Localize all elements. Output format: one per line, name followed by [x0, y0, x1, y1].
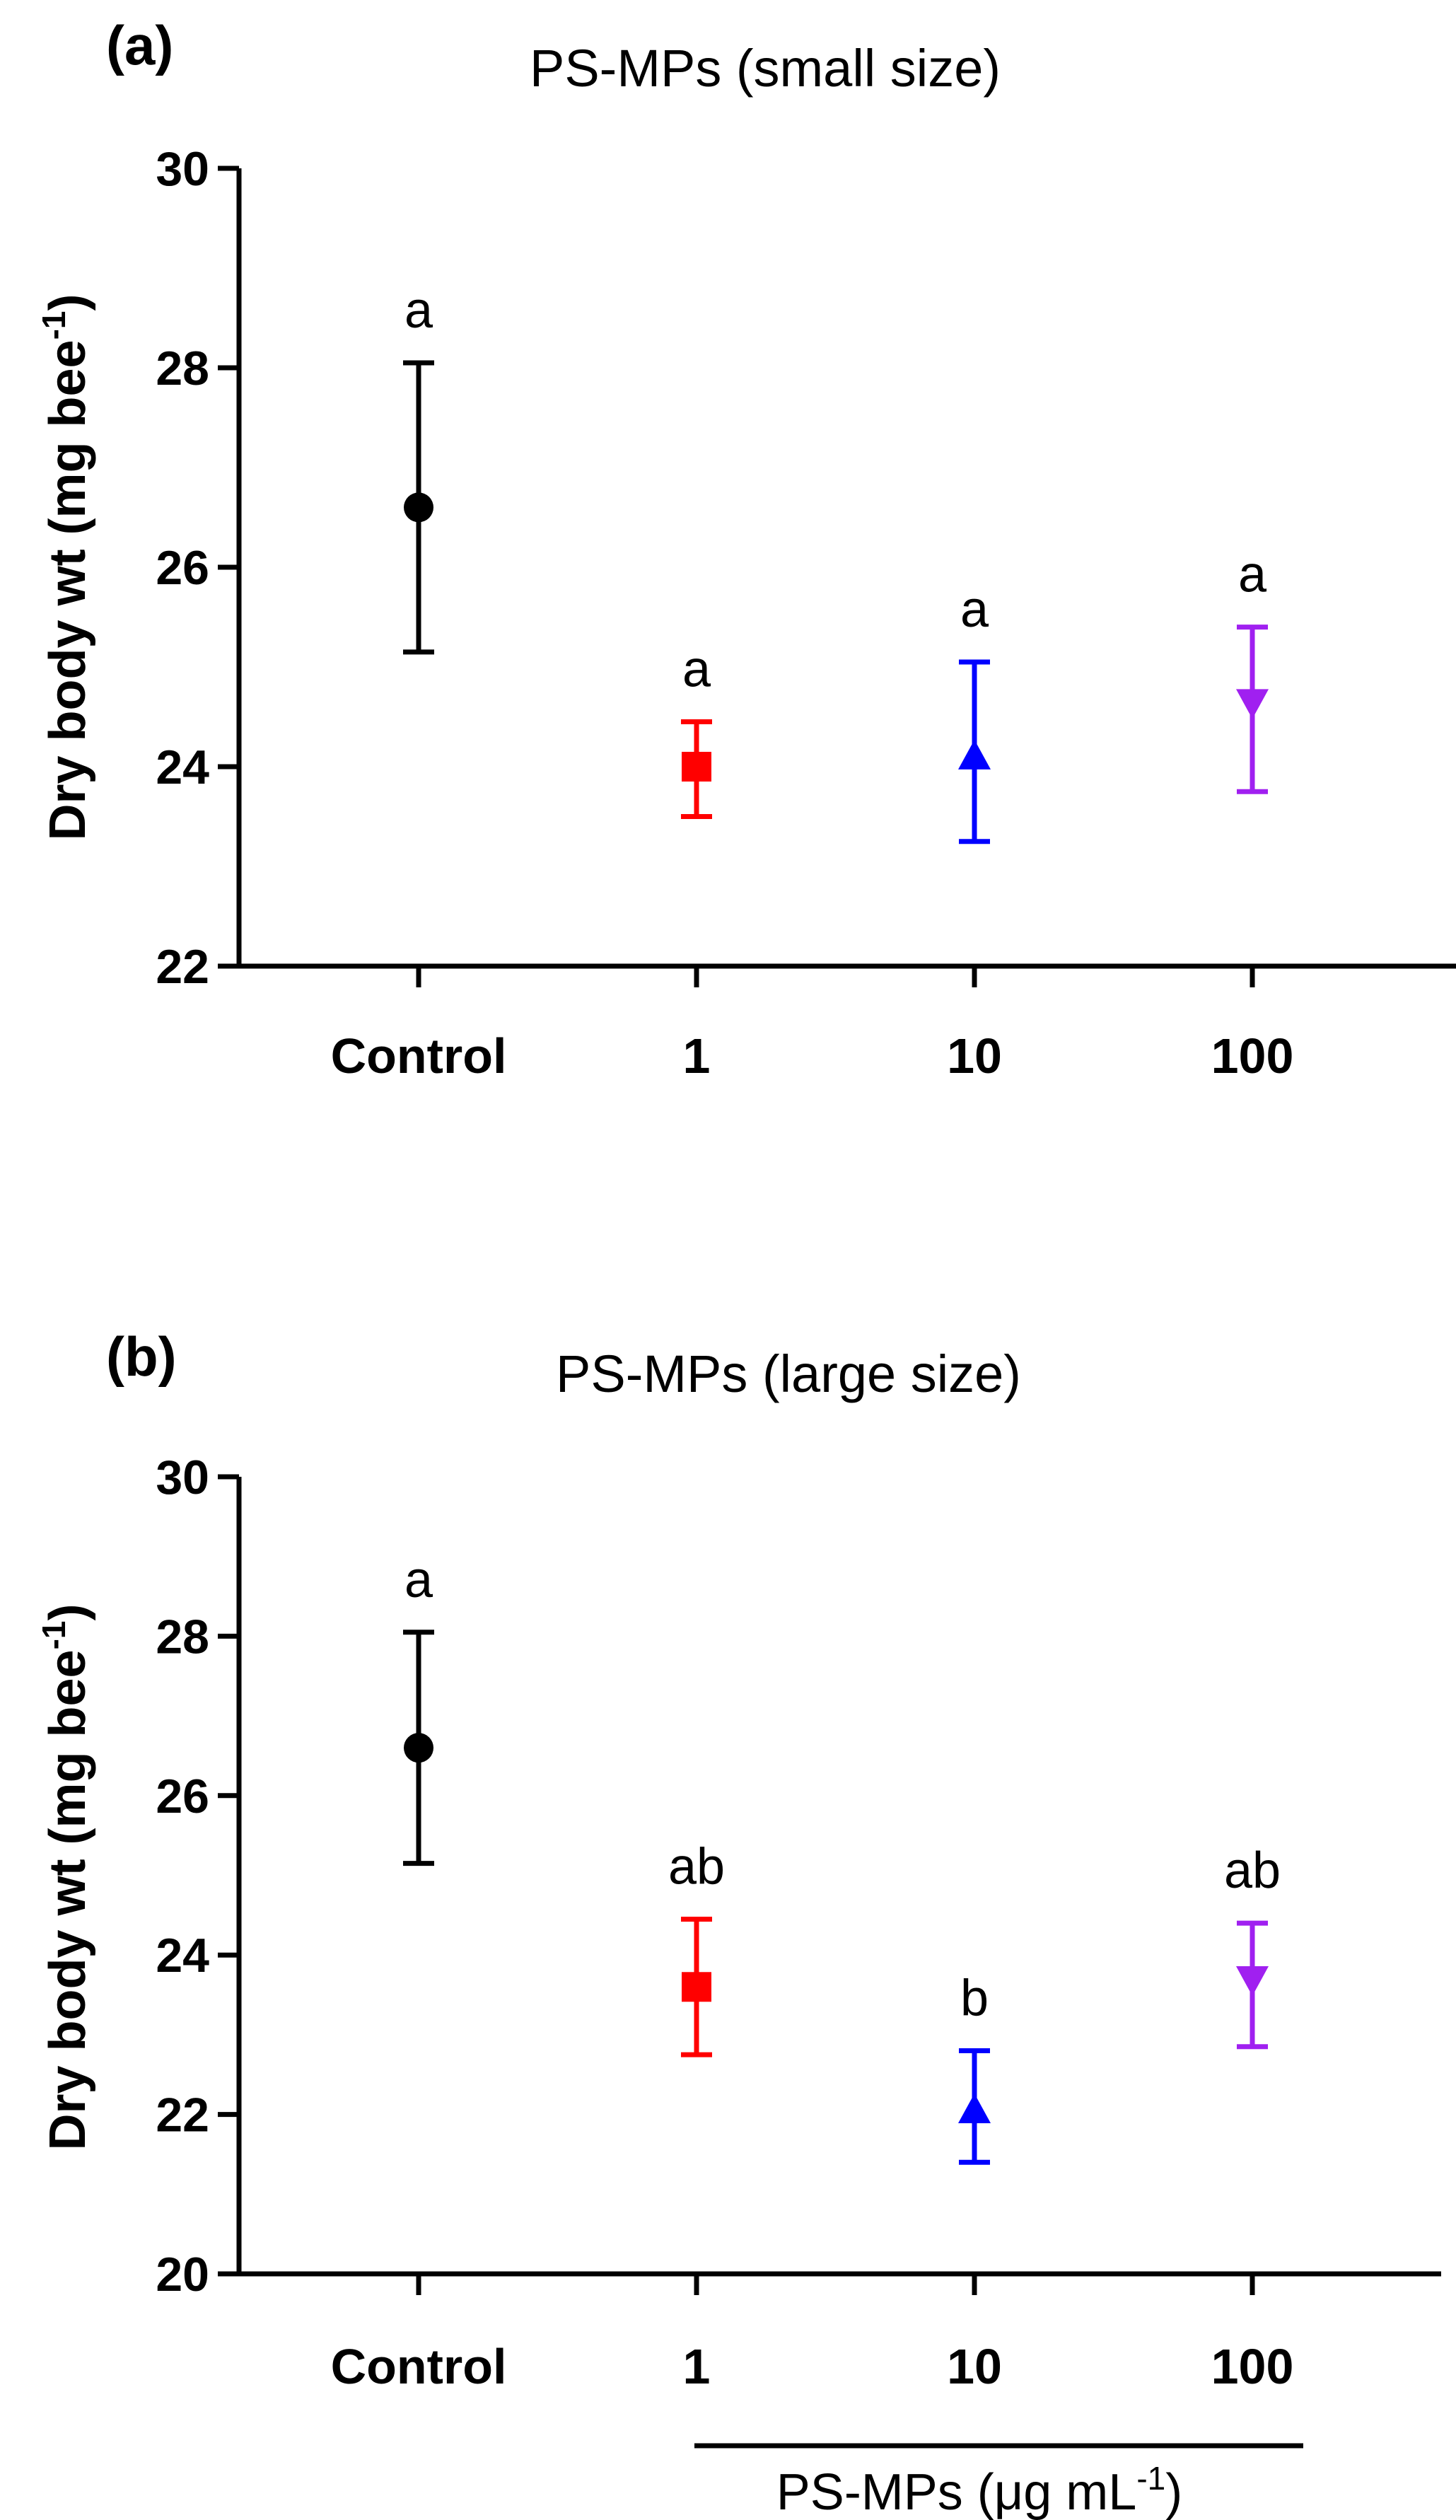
group-label-text: PS-MPs (μg mL	[776, 2464, 1137, 2520]
data-point-triangle-down	[1236, 1966, 1269, 1997]
significance-letter: ab	[1224, 1842, 1281, 1899]
y-tick-label: 28	[156, 342, 209, 395]
y-axis-label-text: Dry body wt (mg bee	[40, 339, 96, 840]
significance-letter: b	[960, 1970, 989, 2026]
x-tick-label: 1	[683, 1028, 711, 1084]
y-axis-label: Dry body wt (mg bee-1)	[35, 294, 96, 841]
panel-b: (b) PS-MPs (large size) 20 22 24 26 28 30 Dry bo…	[35, 1325, 1441, 2520]
y-tick-label: 28	[156, 1610, 209, 1663]
x-tick-label: 1	[683, 2339, 711, 2394]
y-axis-label-superscript: -1	[35, 1620, 72, 1649]
chart-title: PS-MPs (small size)	[530, 39, 1001, 98]
data-point-circle	[404, 492, 433, 523]
panel-a: (a) PS-MPs (small size) 22 24 26 28 30 Dry body…	[35, 14, 1456, 1084]
y-tick-label: 30	[156, 142, 209, 196]
x-tick-label: 100	[1211, 2339, 1294, 2394]
data-point-circle	[404, 1733, 433, 1763]
y-axis-label-superscript: -1	[35, 310, 72, 339]
group-label-close: )	[1165, 2464, 1182, 2520]
data-point-triangle-up	[958, 2093, 991, 2123]
y-tick-label: 30	[156, 1451, 209, 1504]
significance-letter: a	[1238, 547, 1267, 603]
y-axis-label-text: Dry body wt (mg bee	[40, 1649, 96, 2150]
y-tick-label: 20	[156, 2248, 209, 2301]
y-tick-label: 26	[156, 1770, 209, 1823]
x-tick-label: 10	[947, 2339, 1002, 2394]
y-axis-label-close: )	[40, 1604, 96, 1621]
y-tick-label: 24	[156, 1929, 209, 1982]
group-label: PS-MPs (μg mL-1)	[776, 2460, 1182, 2520]
y-tick-label: 22	[156, 940, 209, 994]
significance-letter: a	[682, 641, 711, 698]
y-tick-label: 22	[156, 2089, 209, 2142]
significance-letter: ab	[668, 1838, 725, 1895]
x-tick-label: 100	[1211, 1028, 1294, 1084]
data-point-triangle-up	[958, 739, 991, 770]
panel-label: (b)	[106, 1325, 177, 1388]
panel-label: (a)	[106, 14, 173, 76]
data-point-triangle-down	[1236, 689, 1269, 719]
y-axis-label-close: )	[40, 294, 96, 311]
significance-letter: a	[404, 1552, 433, 1608]
data-point-square	[682, 1972, 711, 2002]
y-tick-label: 26	[156, 541, 209, 595]
y-tick-label: 24	[156, 741, 209, 794]
x-tick-label: Control	[331, 1028, 507, 1084]
group-label-superscript: -1	[1136, 2460, 1165, 2497]
significance-letter: a	[404, 282, 433, 339]
significance-letter: a	[960, 581, 989, 638]
x-tick-label: 10	[947, 1028, 1002, 1084]
y-axis-label: Dry body wt (mg bee-1)	[35, 1604, 96, 2151]
chart-title: PS-MPs (large size)	[556, 1345, 1021, 1403]
data-point-square	[682, 752, 711, 782]
x-tick-label: Control	[331, 2339, 507, 2394]
